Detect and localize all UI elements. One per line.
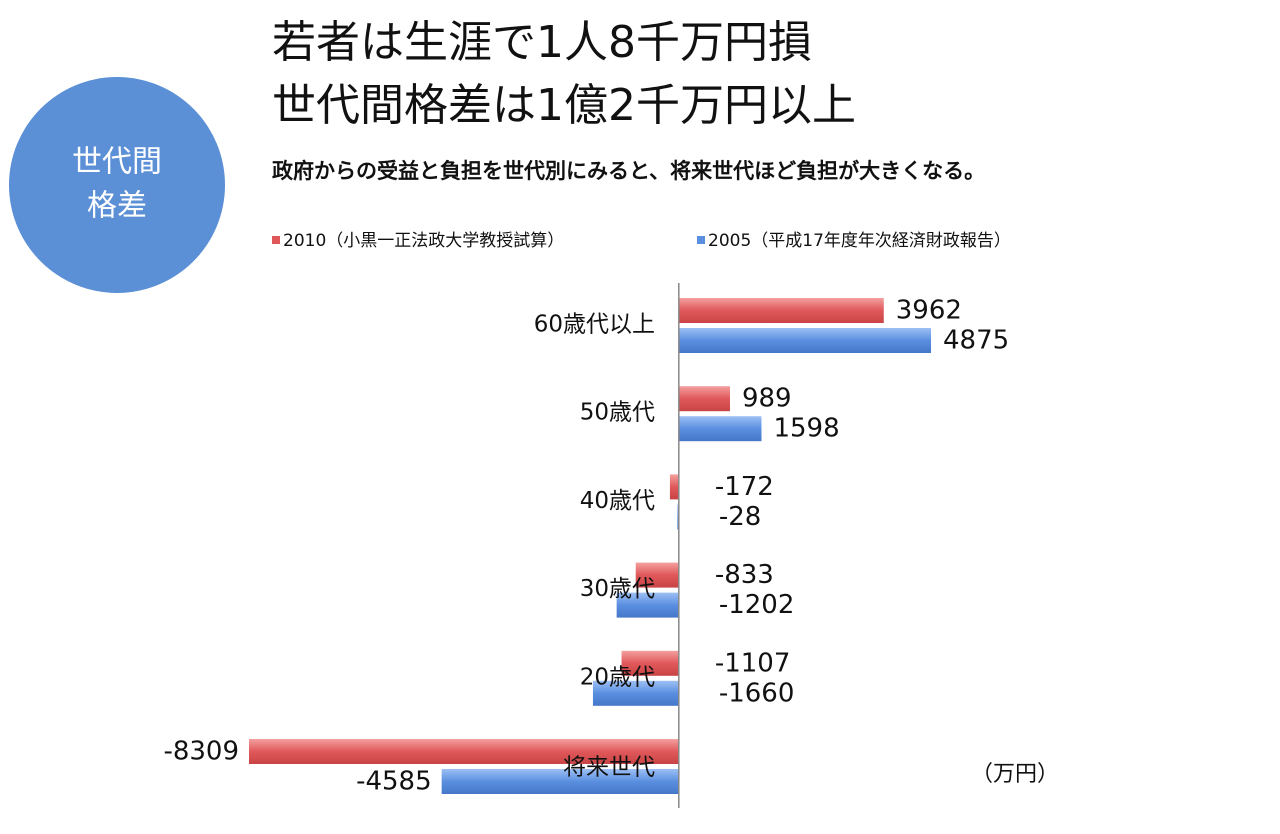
bar [616,592,679,618]
value-label: -1107 [715,648,791,678]
bar [621,650,679,676]
category-label: 50歳代 [580,400,655,426]
category-label: 20歳代 [580,664,655,690]
badge-circle [9,77,225,293]
value-label: -833 [715,560,774,590]
unit-label: （万円） [971,762,1059,787]
category-label: 60歳代以上 [534,312,655,338]
bar [678,416,762,442]
legend-swatch [272,236,280,244]
bar [678,298,884,323]
bar [441,769,679,794]
legend-swatch [697,236,705,244]
value-label: 3962 [896,296,962,326]
value-label: 989 [742,384,792,414]
bar [592,680,679,706]
title: 世代間格差は1億2千万円以上 [272,80,856,131]
badge-text: 格差 [87,189,147,224]
value-label: 1598 [773,414,839,444]
legend-label: 2005（平成17年度年次経済財政報告） [708,231,1011,251]
category-label: 40歳代 [580,488,655,514]
value-label: -4585 [356,767,432,797]
bar [249,739,679,764]
bar [635,562,679,588]
value-label: -1202 [719,590,795,620]
bar [678,386,730,412]
title: 若者は生涯で1人8千万円損 [272,17,812,68]
value-label: -8309 [163,737,239,767]
value-label: -28 [719,502,761,532]
category-label: 将来世代 [563,755,655,781]
value-label: 4875 [943,326,1009,356]
value-label: -1660 [719,678,795,708]
badge-text: 世代間 [72,145,162,180]
bar [669,474,679,500]
subtitle: 政府からの受益と負担を世代別にみると、将来世代ほど負担が大きくなる。 [272,159,985,183]
category-label: 30歳代 [580,576,655,602]
legend-label: 2010（小黒一正法政大学教授試算） [283,231,564,251]
value-label: -172 [715,472,774,502]
bar [678,328,931,353]
